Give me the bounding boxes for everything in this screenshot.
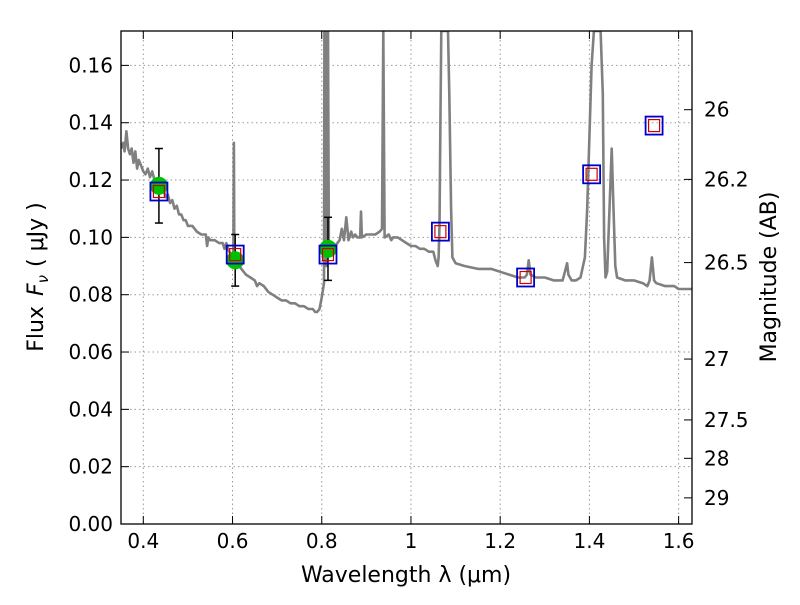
model-photometry-box <box>582 164 602 185</box>
y-tick-label: 0.04 <box>68 397 113 421</box>
y-tick-label: 0.02 <box>68 455 113 479</box>
y-axis-label-subscript: ν <box>34 275 52 283</box>
model-photometry-inner <box>434 225 447 239</box>
y-tick-label: 0.10 <box>68 225 113 249</box>
model-photometry-box <box>431 221 450 242</box>
x-tick-label: 0.6 <box>217 529 249 553</box>
model-photometry-inner <box>519 270 532 285</box>
y2-tick-label: 28 <box>704 446 729 470</box>
model-photometry-box <box>516 267 536 288</box>
model-spectrum-line <box>121 31 692 314</box>
y-tick-label: 0.12 <box>68 168 113 192</box>
model-photometry-box <box>149 181 169 202</box>
grid <box>121 31 692 525</box>
model-photometry-box <box>225 244 245 265</box>
x-tick-label: 0.4 <box>127 529 159 553</box>
y2-tick-label: 27 <box>704 347 729 371</box>
x-tick-label: 1.4 <box>573 529 605 553</box>
model-photometry-layer <box>149 115 664 288</box>
model-photometry-inner <box>321 247 335 262</box>
y-tick-label: 0.00 <box>68 512 113 536</box>
model-photometry-box <box>644 115 664 136</box>
y-axis-label-text: Flux <box>24 306 49 352</box>
x-tick-label: 0.8 <box>306 529 338 553</box>
y2-tick-label: 26 <box>704 98 729 122</box>
tick-layer: 0.4 0.6 0.8 1 1.2 1.4 1.6 0.00 0.02 0.04 0.06 0.08 0… <box>68 31 749 553</box>
model-spectrum-layer <box>121 31 692 314</box>
plot-frame <box>120 30 693 525</box>
y2-axis-label: Magnitude (AB) <box>757 192 782 363</box>
y2-tick-label: 27.5 <box>704 408 749 432</box>
y-axis-label: Flux Fν ( μJy ) <box>24 202 52 351</box>
y-axis-label-unit: ( μJy ) <box>24 202 49 267</box>
model-photometry-inner <box>647 118 661 133</box>
y-tick-label: 0.16 <box>68 53 113 77</box>
x-tick-label: 1.2 <box>484 529 516 553</box>
y2-tick-label: 26.2 <box>704 167 749 191</box>
x-tick-label: 1 <box>405 529 418 553</box>
y2-tick-label: 26.5 <box>704 251 749 275</box>
x-axis-label: Wavelength λ (μm) <box>301 563 511 588</box>
model-photometry-box <box>318 244 338 265</box>
model-photometry-inner <box>229 247 242 262</box>
y2-tick-label: 29 <box>704 486 729 510</box>
model-photometry-inner <box>152 184 166 199</box>
y-tick-label: 0.08 <box>68 283 113 307</box>
y-tick-label: 0.14 <box>68 111 113 135</box>
x-tick-label: 1.6 <box>663 529 695 553</box>
y-axis-label-symbol: F <box>24 283 49 296</box>
y-tick-label: 0.06 <box>68 340 113 364</box>
model-photometry-inner <box>585 167 598 181</box>
